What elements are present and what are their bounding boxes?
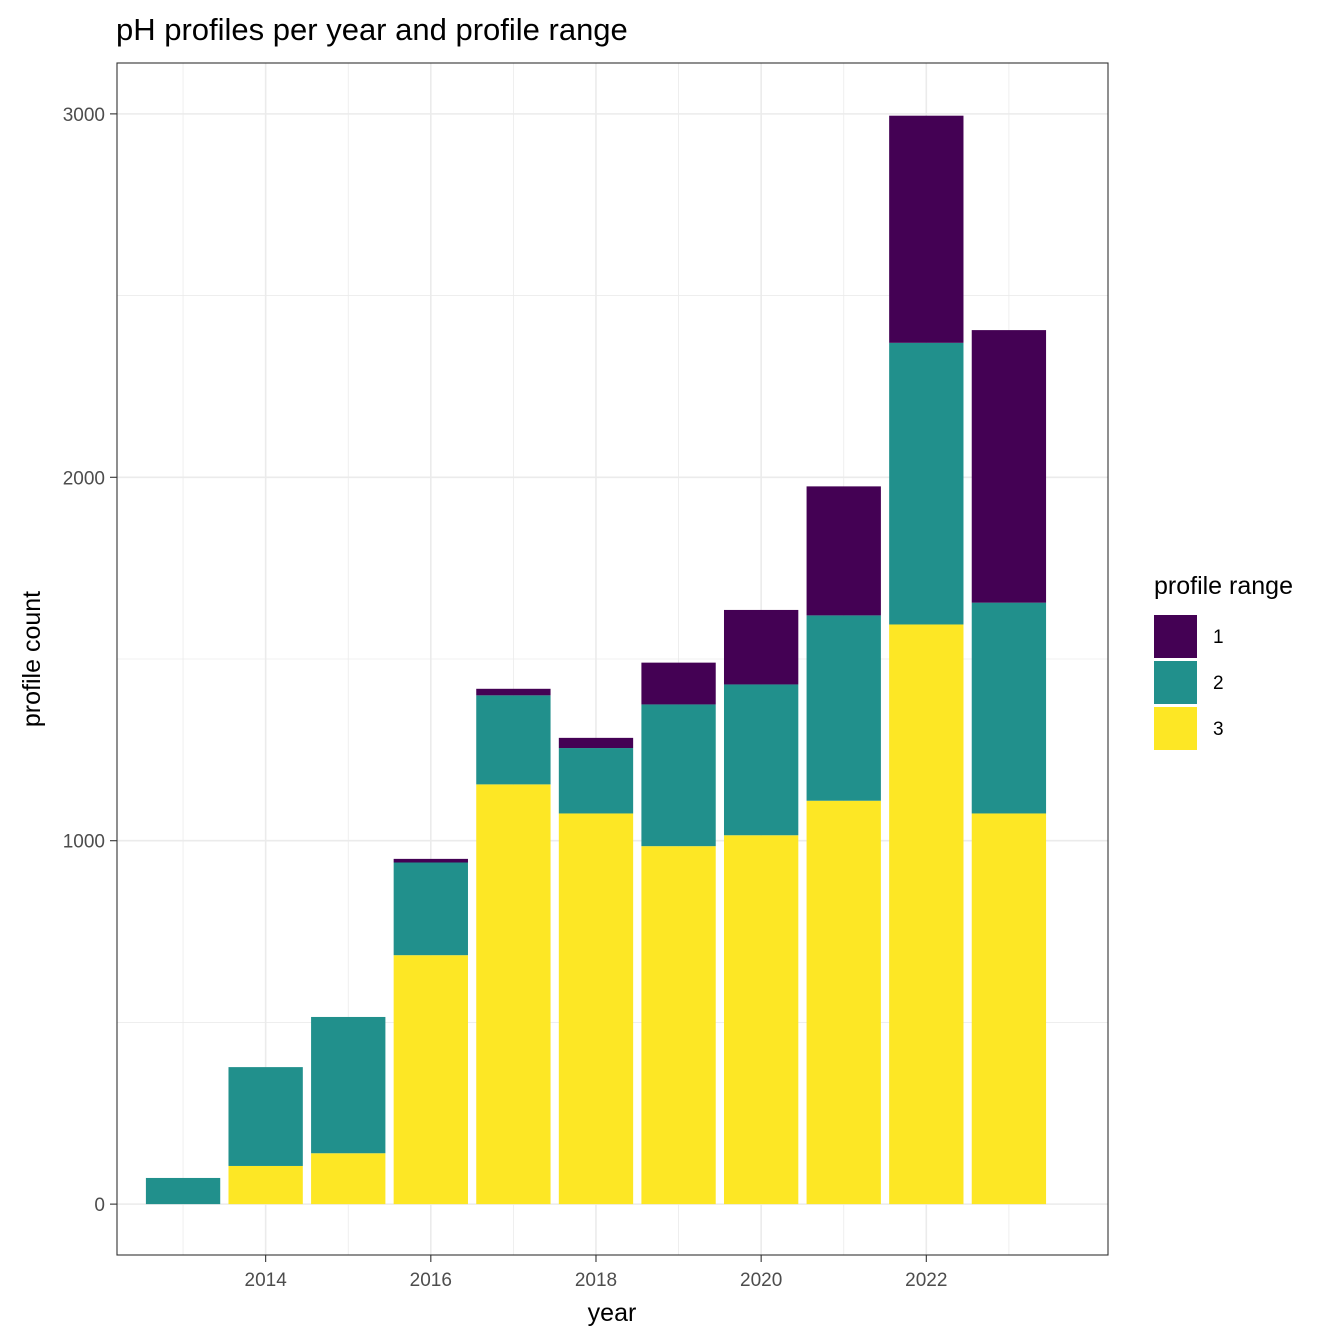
bar-2016-range-2	[393, 862, 468, 956]
y-axis-title: profile count	[18, 591, 46, 727]
bar-2018-range-2	[558, 748, 634, 814]
bar-2021-range-3	[806, 800, 881, 1205]
bar-2017-range-1	[476, 688, 551, 696]
bar-2014-range-3	[228, 1165, 303, 1205]
y-tick-label: 2000	[63, 468, 105, 489]
bar-2019-range-3	[641, 846, 716, 1205]
bar-2022-range-2	[889, 342, 964, 625]
bar-2020-range-3	[723, 835, 799, 1205]
chart-title: pH profiles per year and profile range	[116, 12, 628, 47]
bar-2017-range-2	[476, 695, 551, 785]
bars	[145, 115, 1047, 1205]
legend-label-3: 3	[1213, 719, 1224, 740]
bar-2019-range-1	[641, 662, 716, 705]
x-tick-label: 2022	[905, 1270, 947, 1291]
bar-2014-range-2	[228, 1067, 303, 1166]
legend-key-2	[1154, 661, 1197, 704]
bar-2021-range-1	[806, 486, 881, 616]
bar-2016-range-3	[393, 955, 468, 1205]
x-tick-label: 2016	[410, 1270, 452, 1291]
plot-panel	[116, 62, 1109, 1256]
bar-2020-range-2	[723, 684, 799, 836]
panel-border	[116, 62, 1109, 1256]
legend-label-1: 1	[1213, 627, 1224, 648]
legend-key-3	[1154, 707, 1197, 750]
y-tick-label: 1000	[63, 832, 105, 853]
bar-2018-range-3	[558, 813, 634, 1205]
x-tick-label: 2014	[245, 1270, 288, 1291]
bar-2022-range-1	[889, 115, 964, 343]
bar-2022-range-3	[889, 624, 964, 1205]
y-tick-label: 0	[94, 1195, 105, 1216]
bar-2023-range-2	[971, 602, 1047, 814]
x-axis: 2014 2016 2018 2020 2022	[245, 1255, 947, 1291]
x-axis-title: year	[588, 1299, 637, 1327]
legend: profile range 1 2 3	[1154, 572, 1293, 750]
y-tick-label: 3000	[63, 105, 105, 126]
y-axis: 0 1000 2000 3000	[63, 105, 117, 1216]
bar-2020-range-1	[723, 609, 799, 685]
legend-label-2: 2	[1213, 673, 1224, 694]
bar-2023-range-3	[971, 813, 1047, 1205]
bar-2017-range-3	[476, 784, 551, 1205]
x-tick-label: 2020	[740, 1270, 782, 1291]
bar-2021-range-2	[806, 615, 881, 801]
bar-2018-range-1	[558, 737, 634, 749]
bar-2023-range-1	[971, 330, 1047, 603]
bar-2015-range-2	[311, 1016, 386, 1154]
bar-2019-range-2	[641, 704, 716, 847]
legend-title: profile range	[1154, 572, 1293, 600]
legend-key-1	[1154, 615, 1197, 658]
bar-2015-range-3	[311, 1153, 386, 1205]
x-tick-label: 2018	[575, 1270, 617, 1291]
bar-2013-range-2	[145, 1177, 221, 1205]
bar-2016-range-1	[393, 858, 468, 863]
